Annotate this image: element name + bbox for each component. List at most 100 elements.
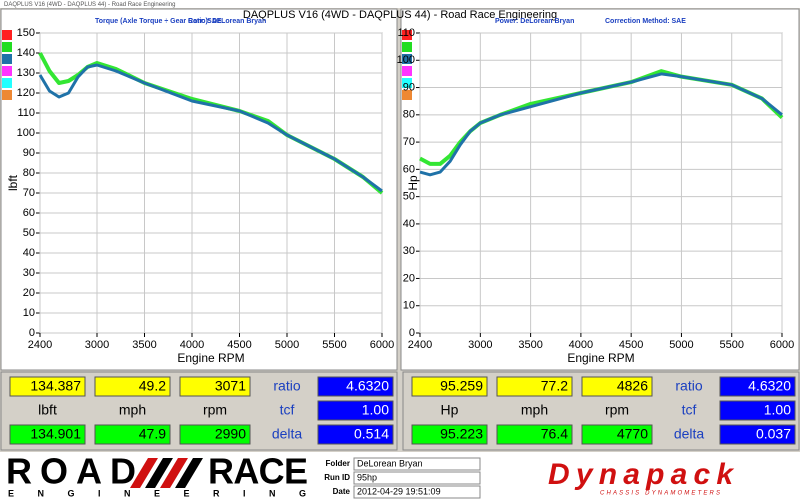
param-value: 1.00 (764, 402, 791, 418)
swatch (402, 90, 412, 100)
chart-title: Power: DeLorean Bryan (495, 18, 574, 25)
logo-sub: ENGINEERING (8, 488, 306, 498)
swatch (2, 42, 12, 52)
field-label: Folder (326, 459, 350, 468)
param-value: 1.00 (362, 402, 389, 418)
field-value: 2012-04-29 19:51:09 (357, 486, 441, 496)
logo-slash (130, 458, 158, 488)
readout-unit: Hp (441, 402, 459, 418)
y-tick-label: 10 (403, 300, 415, 312)
readout-box (179, 424, 251, 445)
x-tick-label: 2400 (408, 339, 432, 351)
y-tick-label: 90 (23, 147, 35, 159)
x-tick-label: 3000 (468, 339, 492, 351)
swatch (2, 30, 12, 40)
y-tick-label: 30 (23, 267, 35, 279)
plot-area (419, 32, 783, 334)
logo-slash (160, 458, 188, 488)
x-tick-label: 5000 (669, 339, 693, 351)
y-tick-label: 100 (397, 54, 415, 66)
y-tick-label: 150 (17, 27, 35, 39)
y-tick-label: 120 (17, 87, 35, 99)
readout-box (9, 376, 86, 397)
swatch (402, 54, 412, 64)
param-label: delta (674, 426, 705, 442)
x-tick-label: 5500 (719, 339, 743, 351)
y-axis-label: Hp (406, 175, 420, 191)
readout-value: 95.259 (440, 378, 483, 394)
y-tick-label: 110 (17, 107, 35, 119)
y-tick-label: 70 (403, 136, 415, 148)
x-tick-label: 6000 (770, 339, 794, 351)
field-label: Run ID (324, 473, 350, 482)
y-tick-label: 30 (403, 245, 415, 257)
param-value: 0.514 (354, 426, 389, 442)
readout-box (496, 424, 573, 445)
y-axis-label: lbft (6, 174, 20, 191)
readout-unit: lbft (38, 402, 57, 418)
swatch (402, 66, 412, 76)
field-value: 95hp (357, 472, 377, 482)
y-tick-label: 140 (17, 47, 35, 59)
x-tick-label: 6000 (370, 339, 394, 351)
y-tick-label: 0 (409, 327, 415, 339)
y-tick-label: 50 (23, 227, 35, 239)
x-tick-label: 4000 (569, 339, 593, 351)
y-tick-label: 60 (403, 163, 415, 175)
readout-unit: mph (119, 402, 146, 418)
y-tick-label: 40 (403, 218, 415, 230)
readout-unit: mph (521, 402, 548, 418)
y-tick-label: 60 (23, 207, 35, 219)
readout-value: 134.387 (30, 378, 81, 394)
y-tick-label: 50 (403, 191, 415, 203)
readout-value: 76.4 (541, 426, 568, 442)
x-tick-label: 4500 (227, 339, 251, 351)
readout-box (411, 424, 488, 445)
param-box (317, 400, 394, 421)
param-box (317, 376, 394, 397)
param-label: delta (272, 426, 303, 442)
chart-title: Torque (Axle Torque ÷ Gear Ratio): DeLor… (95, 18, 266, 25)
field-value: DeLorean Bryan (357, 458, 423, 468)
readout-value: 134.901 (30, 426, 81, 442)
y-tick-label: 10 (23, 307, 35, 319)
readout-box (581, 376, 653, 397)
readout-unit: rpm (605, 402, 629, 418)
swatch (402, 42, 412, 52)
x-tick-label: 3500 (132, 339, 156, 351)
chart-subtitle: Correction Method: SAE (605, 18, 686, 25)
readout-box (496, 376, 573, 397)
readout-value: 47.9 (139, 426, 166, 442)
y-tick-label: 0 (29, 327, 35, 339)
logo-slash (145, 458, 173, 488)
readout-box (9, 424, 86, 445)
y-tick-label: 80 (403, 109, 415, 121)
param-value: 4.6320 (346, 378, 389, 394)
brand-sub: CHASSIS DYNAMOMETERS (600, 491, 720, 497)
field-box (353, 457, 481, 471)
data-line (419, 72, 783, 177)
swatch (402, 78, 412, 88)
readout-value: 4770 (617, 426, 648, 442)
x-tick-label: 4500 (619, 339, 643, 351)
titlebar (0, 0, 800, 8)
x-axis-label: Engine RPM (567, 351, 634, 365)
x-tick-label: 5500 (322, 339, 346, 351)
readout-value: 2990 (215, 426, 246, 442)
param-box (719, 424, 796, 445)
data-line (38, 63, 383, 193)
titlebar-text: DAQPLUS V16 (4WD - DAQPLUS 44) - Road Ra… (4, 2, 175, 8)
param-value: 0.037 (756, 426, 791, 442)
field-box (353, 485, 481, 499)
plot-area (39, 32, 383, 334)
y-tick-label: 70 (23, 187, 35, 199)
readout-value: 77.2 (541, 378, 568, 394)
param-label: tcf (280, 402, 295, 418)
param-label: tcf (682, 402, 697, 418)
y-tick-label: 20 (23, 287, 35, 299)
param-box (719, 376, 796, 397)
swatch (2, 78, 12, 88)
readout-box (94, 424, 171, 445)
swatch (2, 90, 12, 100)
